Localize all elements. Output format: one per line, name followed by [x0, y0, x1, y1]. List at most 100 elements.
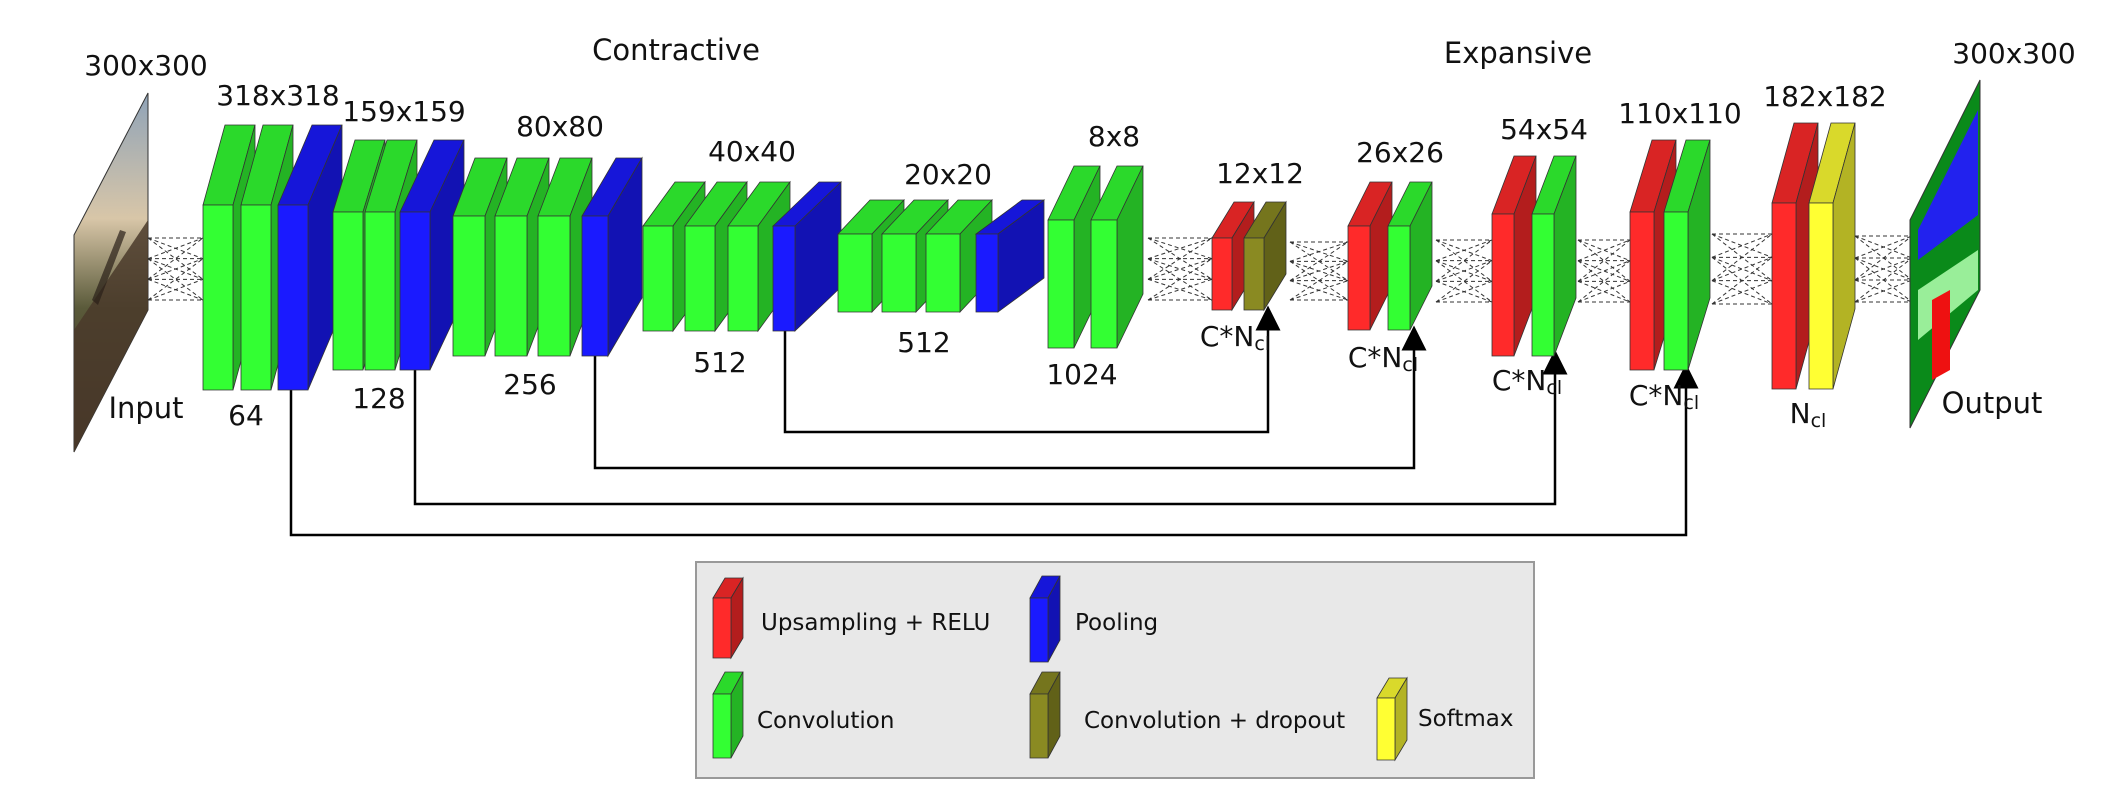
dashed-line	[1435, 260, 1493, 303]
block-channel-label: C*Ncl	[1200, 320, 1270, 355]
output-segmentation-image	[1909, 79, 1981, 429]
block-size-label: 110x110	[1618, 97, 1741, 130]
dashed-line	[1711, 256, 1773, 282]
dashed-line	[1577, 260, 1631, 282]
dashed-line	[1577, 239, 1631, 262]
input-size-label: 300x300	[84, 49, 207, 82]
dashed-line	[1577, 280, 1631, 303]
block-channel-label: 128	[352, 382, 405, 415]
block-size-label: 54x54	[1500, 113, 1588, 146]
dashed-line	[1435, 239, 1493, 282]
conv-layer	[1090, 165, 1144, 349]
dashed-line	[1435, 239, 1493, 262]
conv-dropout-layer	[1243, 200, 1287, 312]
dashed-line	[1711, 280, 1773, 305]
block-size-label: 12x12	[1216, 157, 1304, 190]
legend-swatch-upsampling	[712, 576, 744, 660]
input-image	[73, 92, 149, 453]
pooling-layer	[974, 199, 1046, 313]
dashed-line	[1711, 233, 1773, 258]
dashed-line	[1854, 257, 1913, 303]
dashed-line	[1711, 280, 1773, 305]
dashed-line	[1147, 237, 1213, 280]
dashed-line	[147, 237, 204, 280]
legend-swatch-softmax	[1376, 676, 1408, 762]
conv-layer	[1663, 139, 1711, 371]
dashed-line	[147, 237, 204, 260]
dashed-line	[1289, 260, 1349, 301]
dashed-line	[1577, 239, 1631, 262]
skip-connection-arrow	[593, 325, 1427, 470]
dashed-line	[1711, 233, 1773, 258]
dashed-line	[1435, 239, 1493, 282]
block-channel-label: 64	[228, 399, 264, 432]
dashed-line	[1289, 280, 1349, 301]
expansive-heading: Expansive	[1444, 36, 1592, 70]
layer-blocks	[202, 122, 1856, 391]
dashed-line	[1289, 260, 1349, 301]
block-channel-label: C*Ncl	[1629, 379, 1699, 414]
dashed-line	[1147, 258, 1213, 301]
conv-layer	[1531, 155, 1577, 357]
dashed-line	[147, 258, 204, 301]
block-channel-label: Ncl	[1790, 397, 1827, 432]
pooling-layer	[581, 156, 643, 358]
legend: Upsampling + RELU Pooling Convolution Co…	[695, 561, 1535, 779]
dashed-line	[147, 258, 204, 301]
block-channel-label: 512	[897, 326, 950, 359]
dashed-line	[1147, 237, 1213, 260]
legend-swatch-convolution	[712, 671, 744, 759]
dashed-line	[1289, 260, 1349, 282]
legend-label-convolution: Convolution	[757, 708, 894, 734]
dashed-line	[1147, 278, 1213, 301]
upsampling-layer	[1347, 181, 1393, 331]
dashed-line	[1711, 256, 1773, 305]
dashed-line	[1854, 235, 1913, 281]
legend-swatch-pooling	[1029, 575, 1061, 663]
input-label: Input	[108, 391, 183, 425]
dashed-line	[1435, 260, 1493, 303]
block-size-label: 80x80	[516, 110, 604, 143]
dashed-line	[1147, 258, 1213, 280]
dashed-line	[1711, 256, 1773, 282]
dashed-line	[1854, 235, 1913, 259]
block-size-label: 182x182	[1763, 80, 1886, 113]
legend-label-dropout: Convolution + dropout	[1084, 708, 1345, 734]
block-size-label: 159x159	[342, 95, 465, 128]
dashed-line	[1577, 280, 1631, 303]
dashed-line	[1289, 241, 1349, 282]
dashed-line	[1435, 280, 1493, 303]
dashed-line	[1577, 260, 1631, 282]
contractive-heading: Contractive	[592, 33, 760, 67]
block-channel-label: C*Ncl	[1348, 341, 1418, 376]
block-channel-label: 1024	[1046, 358, 1117, 391]
block-size-label: 20x20	[904, 158, 992, 191]
skip-connections	[289, 305, 1699, 537]
dashed-line	[1289, 241, 1349, 262]
block-channel-label: 256	[503, 368, 556, 401]
dashed-line	[1435, 260, 1493, 282]
block-size-label: 8x8	[1088, 120, 1140, 153]
block-channel-label: C*Ncl	[1492, 364, 1562, 399]
dashed-line	[1711, 233, 1773, 282]
legend-swatch-dropout	[1029, 671, 1061, 759]
dashed-line	[147, 258, 204, 280]
output-size-label: 300x300	[1952, 37, 2075, 70]
pooling-layer	[772, 181, 842, 332]
conv-layer	[1387, 181, 1433, 331]
output-label: Output	[1942, 386, 2043, 420]
dashed-line	[1147, 237, 1213, 260]
skip-connection-arrow	[783, 305, 1281, 434]
dashed-line	[1854, 257, 1913, 281]
skip-connection-arrow	[413, 349, 1568, 506]
dashed-line	[1147, 258, 1213, 280]
upsampling-layer	[1491, 155, 1537, 357]
dashed-line	[1854, 279, 1913, 303]
legend-label-upsampling: Upsampling + RELU	[761, 610, 990, 636]
legend-label-pooling: Pooling	[1075, 610, 1158, 636]
dashed-line	[147, 278, 204, 301]
dashed-line	[147, 237, 204, 280]
block-channel-label: 512	[693, 346, 746, 379]
skip-connection-arrow	[289, 363, 1699, 537]
